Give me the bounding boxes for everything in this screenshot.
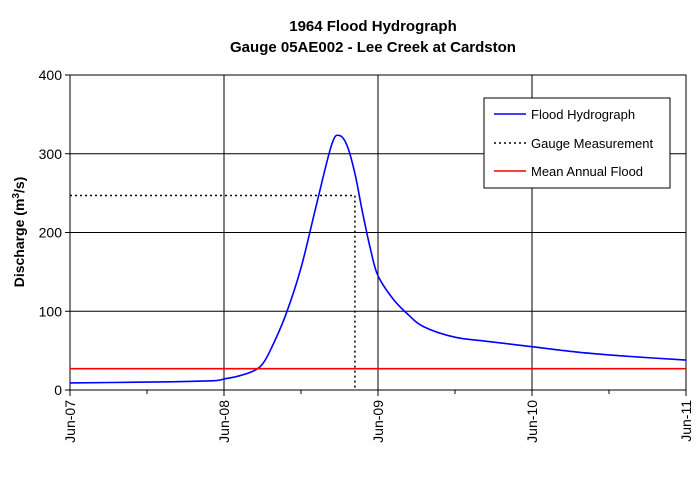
x-tick-label: Jun-09 — [370, 400, 386, 443]
x-tick-label: Jun-11 — [678, 400, 694, 442]
y-axis-label: Discharge (m3/s) — [11, 177, 27, 288]
chart-subtitle: Gauge 05AE002 - Lee Creek at Cardston — [230, 39, 516, 56]
chart-title: 1964 Flood Hydrograph — [289, 18, 457, 35]
x-tick-label: Jun-08 — [216, 400, 232, 443]
y-axis-label-main: Discharge (m — [11, 199, 27, 288]
legend-label-gauge-measurement: Gauge Measurement — [531, 136, 654, 151]
series-layer — [69, 134, 687, 390]
legend-label-mean-annual-flood: Mean Annual Flood — [531, 164, 643, 179]
x-axis: Jun-07 Jun-08 Jun-09 Jun-10 Jun-11 — [62, 390, 694, 443]
y-tick-label: 0 — [54, 382, 62, 398]
y-axis-label-superscript: 3 — [11, 193, 22, 199]
series-line-flood-hydrograph — [69, 134, 687, 384]
y-tick-label: 400 — [39, 67, 63, 83]
legend-label-flood-hydrograph: Flood Hydrograph — [531, 107, 635, 122]
y-tick-label: 300 — [39, 146, 63, 162]
y-tick-label: 200 — [39, 225, 63, 241]
y-tick-label: 100 — [39, 303, 63, 319]
y-axis: 0 100 200 300 400 — [39, 67, 70, 398]
y-axis-label-tail: /s) — [11, 177, 27, 193]
legend: Flood Hydrograph Gauge Measurement Mean … — [483, 97, 671, 189]
x-tick-label: Jun-10 — [524, 400, 540, 443]
x-tick-label: Jun-07 — [62, 400, 78, 443]
